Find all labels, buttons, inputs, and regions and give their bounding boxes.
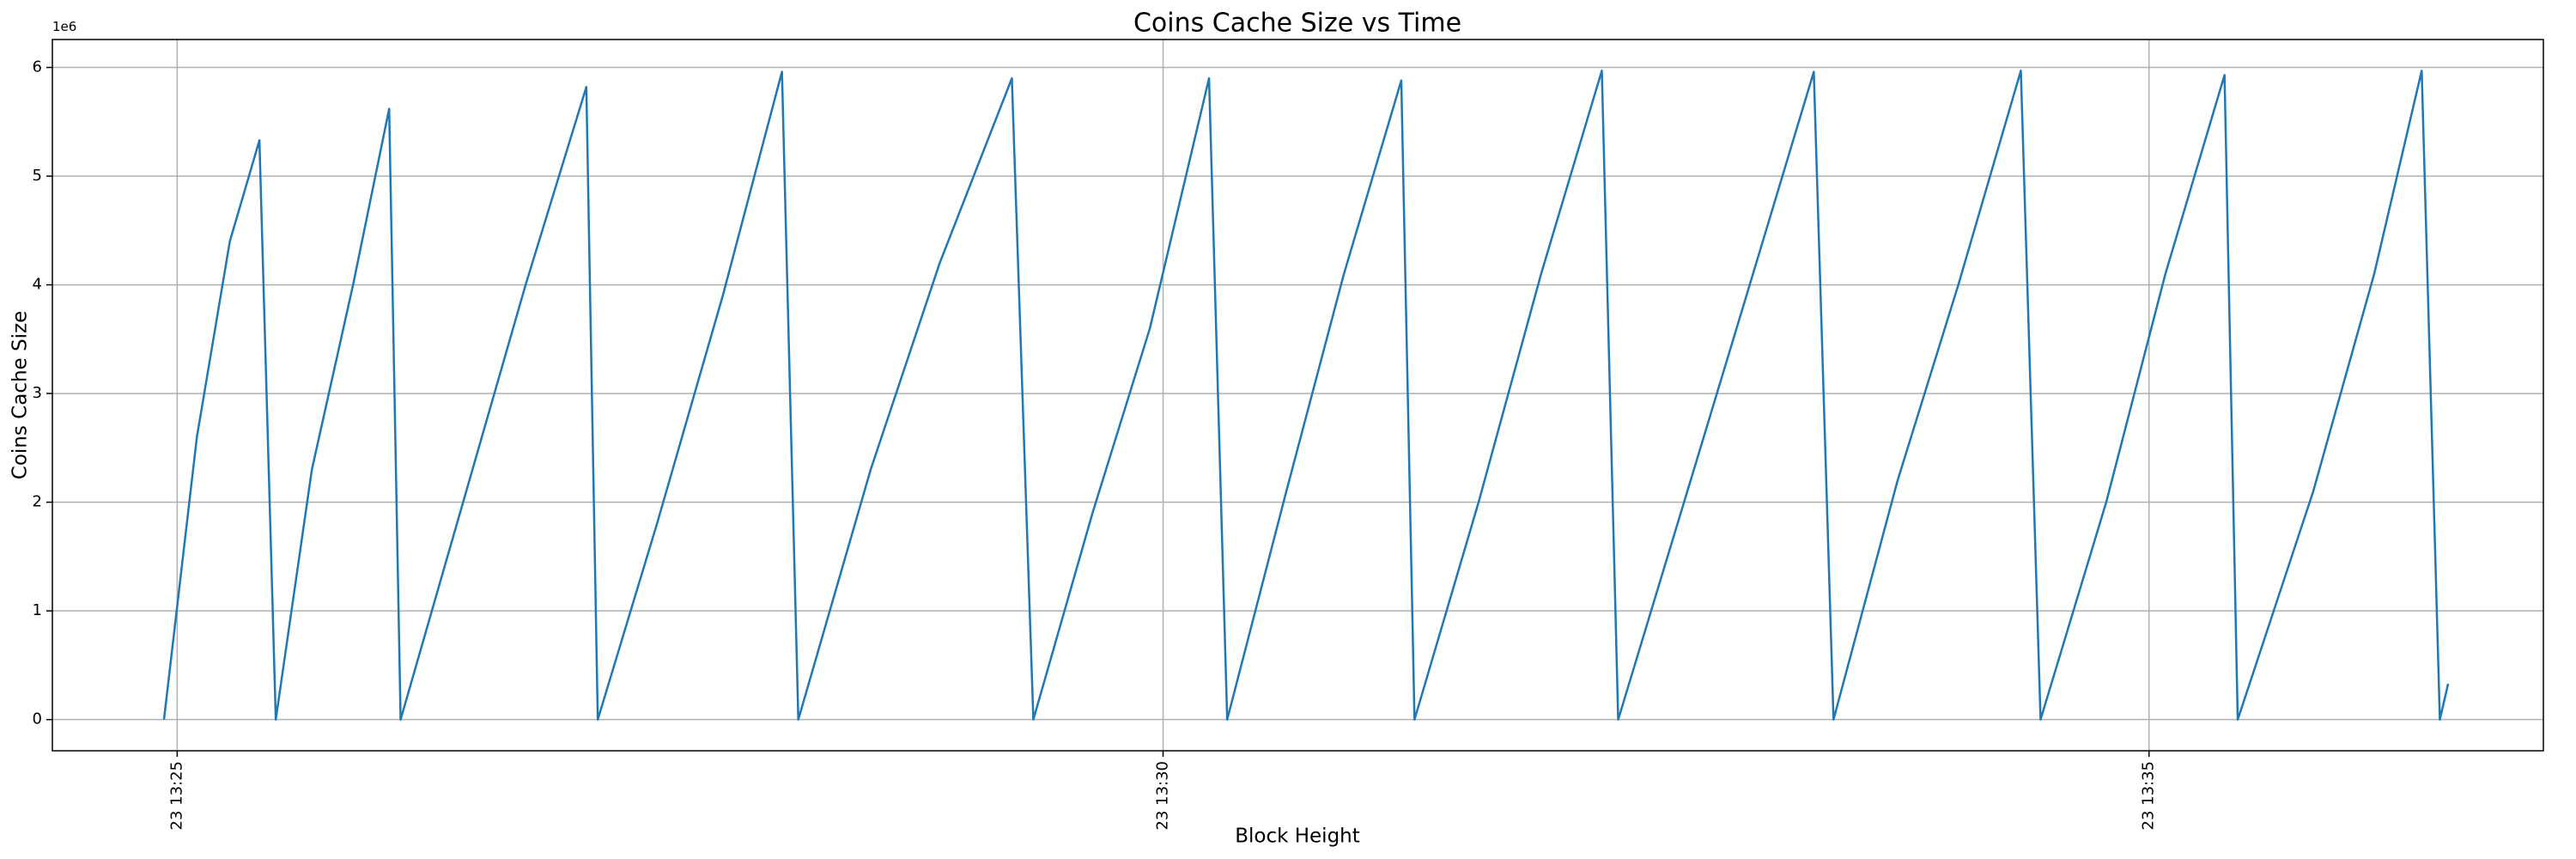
y-tick-label: 4 [33, 276, 42, 294]
y-tick-label: 5 [33, 167, 42, 185]
y-tick-label: 1 [33, 601, 42, 619]
y-axis-label: Coins Cache Size [9, 311, 32, 479]
y-tick-label: 2 [33, 493, 42, 511]
y-tick-label: 0 [33, 710, 42, 728]
plot-frame [52, 39, 2544, 752]
y-offset-label: 1e6 [52, 19, 76, 34]
x-axis-label: Block Height [1235, 825, 1360, 848]
chart-title: Coins Cache Size vs Time [1133, 9, 1461, 39]
data-line [162, 70, 2450, 721]
x-tick-label: 23 13:25 [167, 761, 185, 831]
x-tick-label: 23 13:35 [2140, 761, 2158, 831]
y-tick-label: 3 [33, 384, 42, 402]
x-tick-label: 23 13:30 [1154, 761, 1172, 831]
y-tick-label: 6 [33, 58, 42, 76]
